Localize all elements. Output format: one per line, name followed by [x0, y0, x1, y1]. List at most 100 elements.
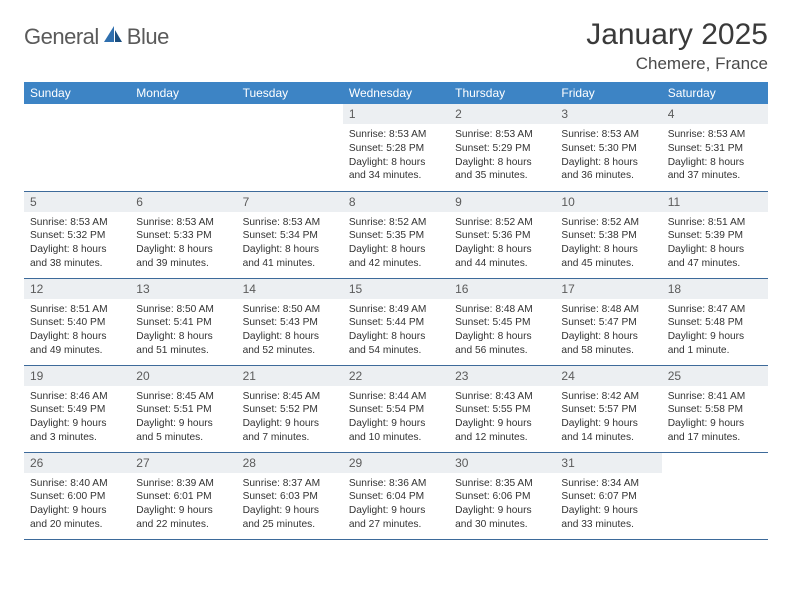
calendar-cell: 16Sunrise: 8:48 AMSunset: 5:45 PMDayligh…: [449, 278, 555, 365]
weekday-header: Sunday: [24, 82, 130, 104]
calendar-cell: 23Sunrise: 8:43 AMSunset: 5:55 PMDayligh…: [449, 365, 555, 452]
day-detail: Sunrise: 8:53 AMSunset: 5:30 PMDaylight:…: [555, 124, 661, 185]
day-detail: Sunrise: 8:43 AMSunset: 5:55 PMDaylight:…: [449, 386, 555, 447]
day-detail: Sunrise: 8:37 AMSunset: 6:03 PMDaylight:…: [237, 473, 343, 534]
day-number: 21: [237, 366, 343, 386]
day-detail: Sunrise: 8:52 AMSunset: 5:35 PMDaylight:…: [343, 212, 449, 273]
calendar-cell: [24, 104, 130, 191]
day-number: 18: [662, 279, 768, 299]
calendar-cell: 22Sunrise: 8:44 AMSunset: 5:54 PMDayligh…: [343, 365, 449, 452]
day-detail: Sunrise: 8:50 AMSunset: 5:41 PMDaylight:…: [130, 299, 236, 360]
day-number: 25: [662, 366, 768, 386]
calendar-cell: 13Sunrise: 8:50 AMSunset: 5:41 PMDayligh…: [130, 278, 236, 365]
day-number: 3: [555, 104, 661, 124]
day-number: 8: [343, 192, 449, 212]
calendar-cell: 15Sunrise: 8:49 AMSunset: 5:44 PMDayligh…: [343, 278, 449, 365]
calendar-cell: 17Sunrise: 8:48 AMSunset: 5:47 PMDayligh…: [555, 278, 661, 365]
calendar-cell: 30Sunrise: 8:35 AMSunset: 6:06 PMDayligh…: [449, 452, 555, 539]
day-detail: Sunrise: 8:45 AMSunset: 5:51 PMDaylight:…: [130, 386, 236, 447]
day-detail: Sunrise: 8:49 AMSunset: 5:44 PMDaylight:…: [343, 299, 449, 360]
calendar-row: 19Sunrise: 8:46 AMSunset: 5:49 PMDayligh…: [24, 365, 768, 452]
title-block: January 2025 Chemere, France: [586, 18, 768, 74]
day-detail: Sunrise: 8:53 AMSunset: 5:28 PMDaylight:…: [343, 124, 449, 185]
page-header: General Blue January 2025 Chemere, Franc…: [24, 18, 768, 74]
weekday-header: Tuesday: [237, 82, 343, 104]
calendar-cell: 8Sunrise: 8:52 AMSunset: 5:35 PMDaylight…: [343, 191, 449, 278]
calendar-cell: 1Sunrise: 8:53 AMSunset: 5:28 PMDaylight…: [343, 104, 449, 191]
day-detail: Sunrise: 8:51 AMSunset: 5:40 PMDaylight:…: [24, 299, 130, 360]
day-number: 1: [343, 104, 449, 124]
day-detail: Sunrise: 8:45 AMSunset: 5:52 PMDaylight:…: [237, 386, 343, 447]
logo-word-general: General: [24, 24, 99, 50]
calendar-cell: 31Sunrise: 8:34 AMSunset: 6:07 PMDayligh…: [555, 452, 661, 539]
day-detail: Sunrise: 8:53 AMSunset: 5:33 PMDaylight:…: [130, 212, 236, 273]
calendar-cell: 26Sunrise: 8:40 AMSunset: 6:00 PMDayligh…: [24, 452, 130, 539]
day-number: 24: [555, 366, 661, 386]
calendar-cell: 6Sunrise: 8:53 AMSunset: 5:33 PMDaylight…: [130, 191, 236, 278]
calendar-cell: 10Sunrise: 8:52 AMSunset: 5:38 PMDayligh…: [555, 191, 661, 278]
day-number: 10: [555, 192, 661, 212]
day-detail: Sunrise: 8:52 AMSunset: 5:38 PMDaylight:…: [555, 212, 661, 273]
calendar-cell: 2Sunrise: 8:53 AMSunset: 5:29 PMDaylight…: [449, 104, 555, 191]
day-number: 9: [449, 192, 555, 212]
day-number: 26: [24, 453, 130, 473]
calendar-cell: 9Sunrise: 8:52 AMSunset: 5:36 PMDaylight…: [449, 191, 555, 278]
day-number: 28: [237, 453, 343, 473]
day-detail: Sunrise: 8:36 AMSunset: 6:04 PMDaylight:…: [343, 473, 449, 534]
calendar-row: 5Sunrise: 8:53 AMSunset: 5:32 PMDaylight…: [24, 191, 768, 278]
day-number: 15: [343, 279, 449, 299]
day-number: 30: [449, 453, 555, 473]
day-number: 29: [343, 453, 449, 473]
weekday-header: Thursday: [449, 82, 555, 104]
day-detail: Sunrise: 8:34 AMSunset: 6:07 PMDaylight:…: [555, 473, 661, 534]
day-detail: Sunrise: 8:46 AMSunset: 5:49 PMDaylight:…: [24, 386, 130, 447]
calendar-row: 26Sunrise: 8:40 AMSunset: 6:00 PMDayligh…: [24, 452, 768, 539]
day-number: 22: [343, 366, 449, 386]
calendar-cell: 4Sunrise: 8:53 AMSunset: 5:31 PMDaylight…: [662, 104, 768, 191]
day-number: 14: [237, 279, 343, 299]
calendar-cell: 28Sunrise: 8:37 AMSunset: 6:03 PMDayligh…: [237, 452, 343, 539]
day-detail: Sunrise: 8:47 AMSunset: 5:48 PMDaylight:…: [662, 299, 768, 360]
day-number: 13: [130, 279, 236, 299]
sail-icon: [102, 24, 124, 49]
weekday-header: Saturday: [662, 82, 768, 104]
day-number: 6: [130, 192, 236, 212]
day-detail: Sunrise: 8:42 AMSunset: 5:57 PMDaylight:…: [555, 386, 661, 447]
calendar-body: 1Sunrise: 8:53 AMSunset: 5:28 PMDaylight…: [24, 104, 768, 539]
day-detail: Sunrise: 8:52 AMSunset: 5:36 PMDaylight:…: [449, 212, 555, 273]
day-detail: Sunrise: 8:44 AMSunset: 5:54 PMDaylight:…: [343, 386, 449, 447]
calendar-cell: 11Sunrise: 8:51 AMSunset: 5:39 PMDayligh…: [662, 191, 768, 278]
calendar-table: SundayMondayTuesdayWednesdayThursdayFrid…: [24, 82, 768, 540]
calendar-cell: 7Sunrise: 8:53 AMSunset: 5:34 PMDaylight…: [237, 191, 343, 278]
day-detail: Sunrise: 8:35 AMSunset: 6:06 PMDaylight:…: [449, 473, 555, 534]
calendar-header-row: SundayMondayTuesdayWednesdayThursdayFrid…: [24, 82, 768, 104]
logo: General Blue: [24, 18, 169, 50]
calendar-cell: 21Sunrise: 8:45 AMSunset: 5:52 PMDayligh…: [237, 365, 343, 452]
day-number: 5: [24, 192, 130, 212]
day-number: 11: [662, 192, 768, 212]
day-number: 31: [555, 453, 661, 473]
day-detail: Sunrise: 8:53 AMSunset: 5:29 PMDaylight:…: [449, 124, 555, 185]
calendar-cell: 14Sunrise: 8:50 AMSunset: 5:43 PMDayligh…: [237, 278, 343, 365]
day-number: 23: [449, 366, 555, 386]
calendar-cell: 18Sunrise: 8:47 AMSunset: 5:48 PMDayligh…: [662, 278, 768, 365]
calendar-cell: 19Sunrise: 8:46 AMSunset: 5:49 PMDayligh…: [24, 365, 130, 452]
logo-word-blue: Blue: [127, 24, 169, 50]
calendar-cell: [662, 452, 768, 539]
day-number: 2: [449, 104, 555, 124]
day-number: 16: [449, 279, 555, 299]
calendar-cell: [237, 104, 343, 191]
location-label: Chemere, France: [586, 54, 768, 74]
day-detail: Sunrise: 8:39 AMSunset: 6:01 PMDaylight:…: [130, 473, 236, 534]
day-detail: Sunrise: 8:53 AMSunset: 5:34 PMDaylight:…: [237, 212, 343, 273]
calendar-cell: 25Sunrise: 8:41 AMSunset: 5:58 PMDayligh…: [662, 365, 768, 452]
day-number: 19: [24, 366, 130, 386]
calendar-cell: 29Sunrise: 8:36 AMSunset: 6:04 PMDayligh…: [343, 452, 449, 539]
page-title: January 2025: [586, 18, 768, 52]
day-detail: Sunrise: 8:40 AMSunset: 6:00 PMDaylight:…: [24, 473, 130, 534]
day-detail: Sunrise: 8:50 AMSunset: 5:43 PMDaylight:…: [237, 299, 343, 360]
day-detail: Sunrise: 8:48 AMSunset: 5:47 PMDaylight:…: [555, 299, 661, 360]
day-detail: Sunrise: 8:53 AMSunset: 5:31 PMDaylight:…: [662, 124, 768, 185]
day-number: 20: [130, 366, 236, 386]
calendar-page: General Blue January 2025 Chemere, Franc…: [0, 0, 792, 540]
